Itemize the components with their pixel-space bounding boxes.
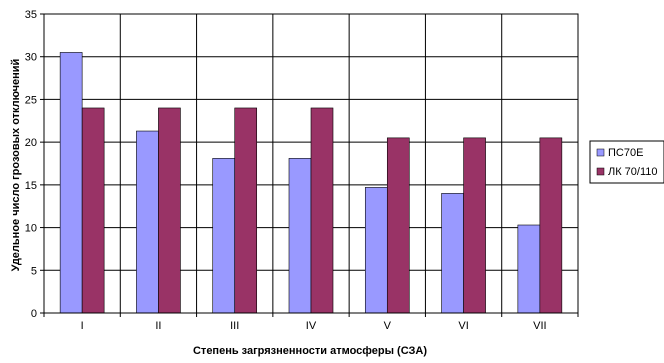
- x-tick-labels: I II III IV V VI VII: [81, 320, 547, 332]
- bar-ps70e-VII: [517, 224, 541, 314]
- x-tick-label: III: [230, 320, 239, 332]
- x-tick-label: VI: [458, 320, 468, 332]
- bar-lk70-110-III: [234, 107, 258, 314]
- y-tick-labels: 0 5 10 15 20 25 30 35: [25, 9, 37, 320]
- y-tick-label: 15: [25, 180, 37, 192]
- axes: [40, 13, 579, 317]
- x-tick-label: V: [384, 320, 392, 332]
- y-axis-title: Удельное число грозовых отключений: [10, 59, 22, 272]
- y-tick-label: 30: [25, 52, 37, 64]
- bar-lk70-110-VI: [463, 137, 486, 314]
- bar-lk70-110-V: [386, 137, 410, 314]
- bar-ps70e-IV: [288, 158, 312, 314]
- legend-label-ps70e: ПС70Е: [608, 147, 643, 159]
- y-tick-label: 20: [25, 137, 37, 149]
- x-tick-label: VII: [533, 320, 546, 332]
- bar-lk70-110-VII: [539, 137, 563, 314]
- x-tick-label: IV: [306, 320, 317, 332]
- y-tick-label: 25: [25, 94, 37, 106]
- x-tick-label: I: [81, 320, 84, 332]
- legend-frame: [589, 140, 664, 184]
- bar-ps70e-I: [59, 52, 83, 314]
- bar-lk70-110-I: [81, 107, 105, 314]
- y-tick-label: 0: [31, 308, 37, 320]
- y-tick-label: 5: [31, 265, 37, 277]
- bars: [59, 52, 563, 314]
- y-tick-label: 10: [25, 223, 37, 235]
- bar-ps70e-II: [136, 130, 159, 314]
- bar-lk70-110-IV: [310, 107, 334, 314]
- legend-swatch-lk70-110: [596, 167, 605, 176]
- legend: ПС70Е ЛК 70/110: [589, 140, 664, 184]
- y-tick-label: 35: [25, 9, 37, 21]
- x-axis-title: Степень загрязненности атмосферы (СЗА): [193, 345, 427, 357]
- legend-swatch-ps70e: [596, 148, 605, 157]
- bar-ps70e-V: [364, 187, 388, 314]
- bar-ps70e-VI: [441, 193, 464, 314]
- x-tick-label: II: [155, 320, 161, 332]
- bar-lk70-110-II: [158, 107, 181, 314]
- legend-label-lk70-110: ЛК 70/110: [608, 166, 658, 178]
- bar-ps70e-III: [212, 158, 236, 314]
